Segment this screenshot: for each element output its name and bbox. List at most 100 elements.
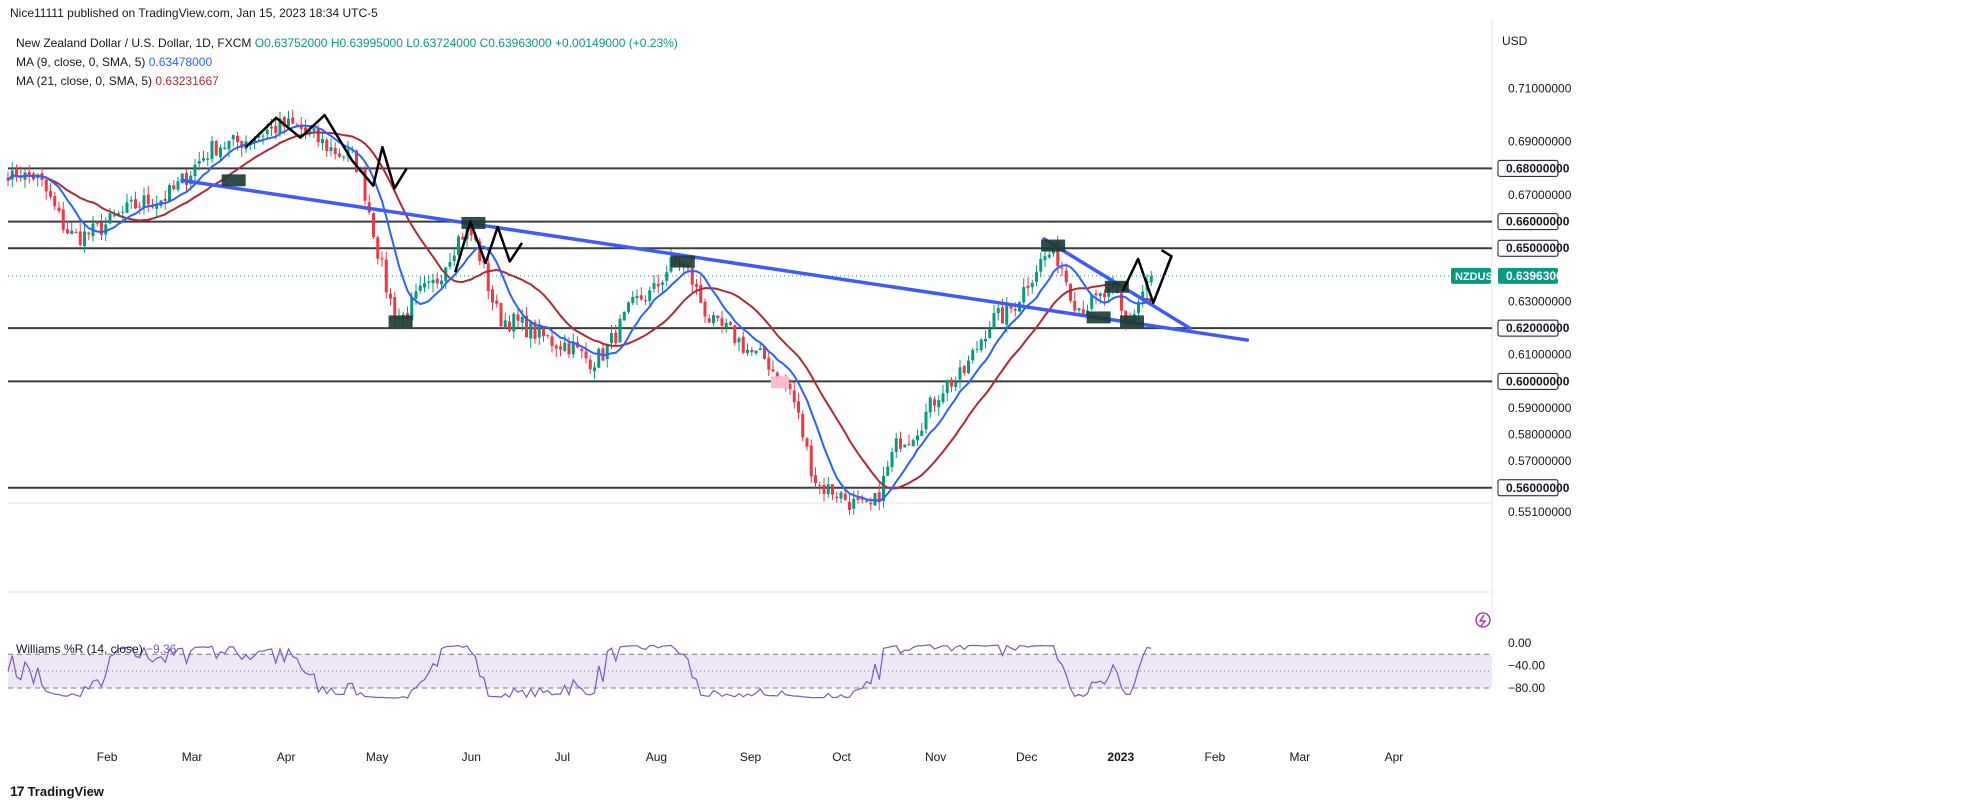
- candle-body: [384, 259, 388, 293]
- candle-body: [1069, 283, 1072, 301]
- candle-body: [431, 279, 435, 284]
- candle-body: [537, 325, 541, 338]
- candle-body: [180, 173, 184, 184]
- candle-body: [363, 169, 367, 201]
- williams-line[interactable]: [7, 644, 1152, 699]
- level-price-label: 0.65000000: [1506, 241, 1570, 255]
- candle-body: [843, 493, 847, 500]
- candle-body: [197, 160, 201, 164]
- ma21-line[interactable]: [7, 131, 1152, 490]
- candle-body: [219, 147, 222, 158]
- candle-body: [138, 206, 142, 208]
- candle-body: [125, 202, 129, 213]
- candle-body: [882, 475, 885, 501]
- trendline[interactable]: [180, 178, 1250, 342]
- candle-body: [737, 338, 741, 343]
- candle-body: [754, 350, 758, 354]
- candle-body: [355, 150, 358, 173]
- ma21-legend[interactable]: MA (21, close, 0, SMA, 5) 0.63231667: [16, 72, 678, 91]
- time-axis-label: Feb: [97, 750, 118, 764]
- candle-body: [831, 484, 834, 495]
- pivot-marker: [1086, 311, 1111, 324]
- candle-body: [49, 191, 52, 197]
- candle-body: [53, 196, 57, 207]
- level-price-box: [1497, 319, 1559, 337]
- candle-body: [333, 147, 337, 155]
- candle-body: [389, 293, 392, 299]
- candle-body: [1060, 267, 1064, 269]
- candle-body: [491, 289, 494, 303]
- candle-body: [112, 215, 116, 217]
- candle-body: [945, 379, 949, 393]
- candle-body: [1077, 308, 1081, 311]
- tradingview-logo[interactable]: 17 TradingView: [10, 783, 104, 799]
- zigzag-head-shoulders[interactable]: [244, 113, 408, 190]
- candle-body: [665, 272, 669, 281]
- candle-body: [1009, 304, 1013, 309]
- candle-body: [1073, 300, 1077, 311]
- price-axis[interactable]: 0.71000000 0.69000000 0.67000000 0.63000000…: [1508, 82, 1572, 519]
- candle-body: [805, 438, 809, 447]
- lightning-bolt: [1478, 614, 1487, 627]
- ma9-legend[interactable]: MA (9, close, 0, SMA, 5) 0.63478000: [16, 53, 678, 72]
- candle-body: [503, 320, 507, 329]
- lightning-icon[interactable]: [1475, 612, 1491, 628]
- candle-body: [423, 283, 426, 288]
- candle-body: [74, 232, 78, 234]
- candle-body: [635, 295, 639, 299]
- pivot-marker: [221, 174, 246, 187]
- chart-legend: New Zealand Dollar / U.S. Dollar, 1D, FX…: [16, 34, 678, 91]
- candle-body: [185, 173, 188, 185]
- drawn-zigzags[interactable]: [244, 113, 1173, 305]
- candle-body: [1035, 272, 1038, 282]
- publisher-info: Nice11111 published on TradingView.com, …: [10, 6, 378, 20]
- zigzag-june[interactable]: [454, 220, 524, 273]
- ma9-line[interactable]: [7, 124, 1152, 503]
- candle-body: [325, 139, 329, 152]
- symbol-line: New Zealand Dollar / U.S. Dollar, 1D, FX…: [16, 34, 678, 53]
- candle-body: [129, 199, 133, 202]
- candle-body: [236, 135, 239, 143]
- williams-value: −9.36: [146, 642, 177, 656]
- candle-body: [695, 284, 698, 287]
- candle-body: [214, 141, 218, 156]
- candle-body: [1103, 293, 1106, 298]
- candle-body: [835, 496, 839, 499]
- candle-body: [499, 303, 503, 327]
- candle-body: [848, 501, 851, 510]
- candle-body: [584, 351, 588, 359]
- candle-body: [270, 126, 273, 129]
- level-price-label: 0.60000000: [1506, 374, 1570, 388]
- candle-body: [924, 411, 928, 430]
- candle-body: [967, 360, 970, 374]
- candle-body: [618, 318, 622, 343]
- candle-body: [1022, 287, 1026, 303]
- candle-body: [121, 211, 125, 213]
- time-axis-label: Dec: [1016, 750, 1037, 764]
- ma21-label: MA (21, close, 0, SMA, 5): [16, 74, 153, 88]
- time-axis[interactable]: Feb Mar Apr May Jun Jul Aug Sep Oct Nov Dec 2023 Feb…: [97, 750, 1404, 764]
- last-price-label: 0.63963000: [1506, 269, 1570, 283]
- candle-body: [877, 492, 881, 503]
- candle-body: [291, 117, 295, 124]
- candle-body: [278, 118, 282, 134]
- candle-body: [329, 147, 333, 151]
- zigzag-projection[interactable]: [1121, 255, 1173, 305]
- candle-body: [206, 158, 210, 160]
- candle-body: [525, 315, 528, 338]
- williams-legend[interactable]: Williams %R (14, close) −9.36: [16, 642, 176, 656]
- candle-body: [937, 400, 941, 408]
- williams-pane[interactable]: 0.00 −40.00 −80.00: [7, 636, 1545, 699]
- candle-body: [703, 301, 707, 317]
- time-axis-label: Sep: [740, 750, 762, 764]
- candle-body: [308, 130, 312, 133]
- candle-body: [231, 134, 235, 140]
- candle-body: [567, 343, 571, 355]
- candle-body: [792, 390, 796, 403]
- candle-body: [907, 443, 911, 445]
- time-axis-label: Mar: [182, 750, 203, 764]
- candle-body: [265, 129, 269, 135]
- time-axis-label: Jul: [555, 750, 570, 764]
- candle-body: [822, 484, 826, 494]
